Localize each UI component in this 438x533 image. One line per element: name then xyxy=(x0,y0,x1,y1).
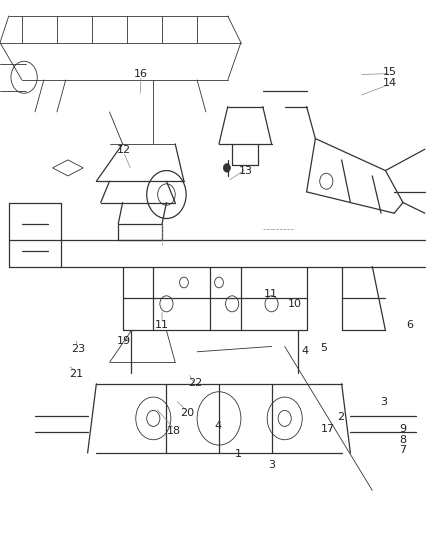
Text: 19: 19 xyxy=(117,336,131,346)
Text: 6: 6 xyxy=(406,320,413,330)
Text: 4: 4 xyxy=(302,346,309,356)
Circle shape xyxy=(223,164,230,172)
Text: 13: 13 xyxy=(239,166,253,175)
Text: 2: 2 xyxy=(337,412,344,422)
Text: 11: 11 xyxy=(264,289,278,299)
Text: 14: 14 xyxy=(383,78,397,87)
Text: 8: 8 xyxy=(399,435,406,445)
Text: 7: 7 xyxy=(399,446,406,455)
Text: 11: 11 xyxy=(155,320,169,330)
Text: 22: 22 xyxy=(188,378,202,387)
Text: 23: 23 xyxy=(71,344,85,354)
Text: 5: 5 xyxy=(321,343,328,352)
Text: 10: 10 xyxy=(287,299,301,309)
Text: 1: 1 xyxy=(235,449,242,459)
Text: 4: 4 xyxy=(214,422,221,431)
Text: 20: 20 xyxy=(180,408,194,418)
Text: 15: 15 xyxy=(383,67,397,77)
Text: 21: 21 xyxy=(70,369,84,379)
Text: 12: 12 xyxy=(117,146,131,155)
Text: 9: 9 xyxy=(399,424,406,434)
Text: 17: 17 xyxy=(321,424,335,434)
Text: 18: 18 xyxy=(167,426,181,435)
Text: 16: 16 xyxy=(134,69,148,78)
Text: 3: 3 xyxy=(268,460,275,470)
Text: 3: 3 xyxy=(380,398,387,407)
